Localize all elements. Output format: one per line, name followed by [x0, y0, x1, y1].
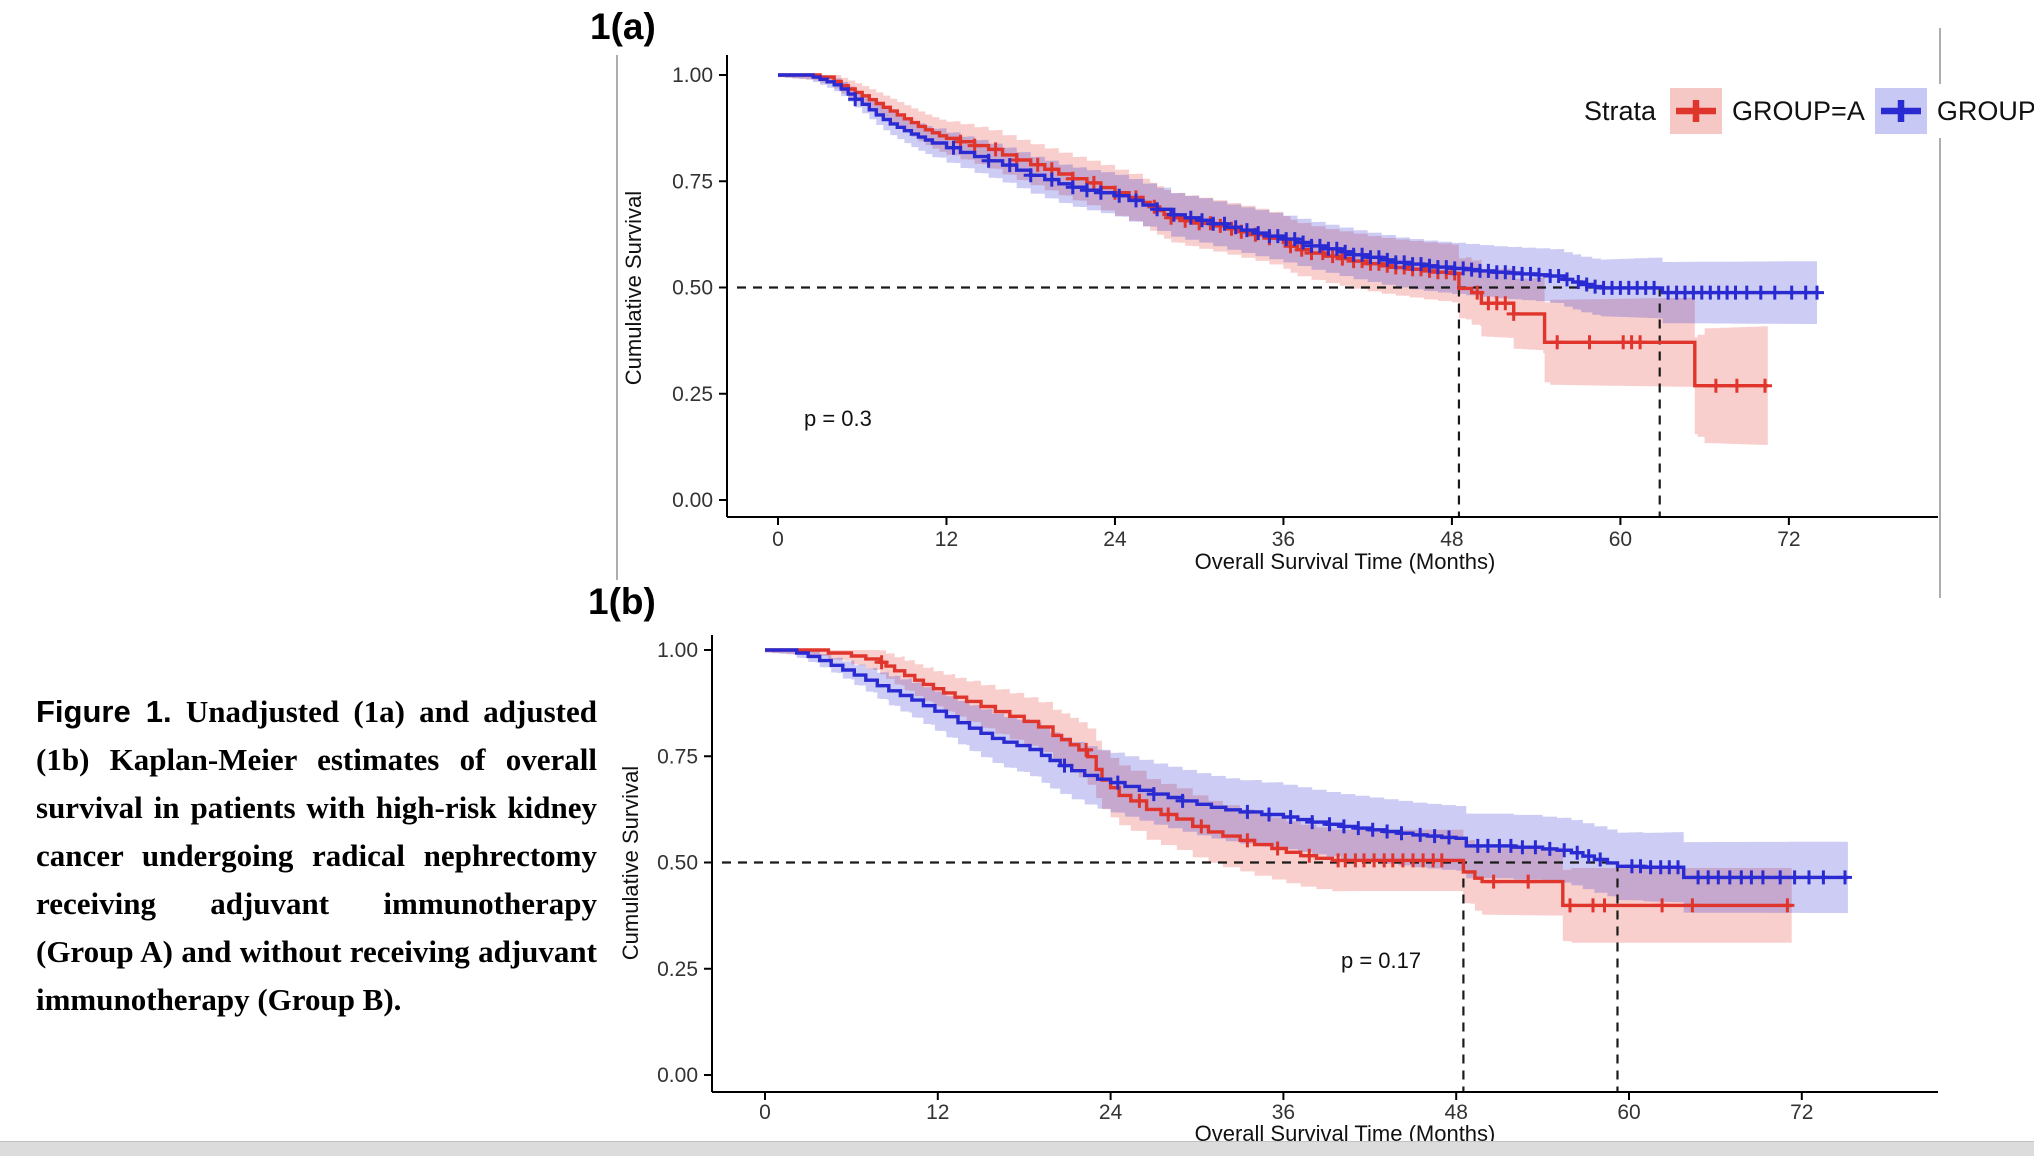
x-tick-label: 72 — [1777, 528, 1800, 551]
x-tick-label: 48 — [1440, 528, 1463, 551]
legend-title: Strata — [1584, 95, 1657, 126]
x-tick-label: 36 — [1272, 1101, 1295, 1124]
x-tick-label: 60 — [1609, 528, 1632, 551]
right-border-line — [1939, 28, 1941, 598]
panel-1(a): 0.00 0.25 0.50 0.75 1.00 0 12 24 36 48 60 72 — [672, 55, 1938, 551]
censor-marks-GROUP=A — [874, 655, 1795, 913]
y-tick-label: 0.00 — [672, 489, 713, 512]
censor-marks-GROUP=B — [1057, 758, 1852, 885]
y-tick-label: 0.75 — [657, 745, 698, 768]
legend-label-group-b: GROUP=B — [1936, 95, 2034, 126]
panel-1a-y-axis-title: Cumulative Survival — [621, 190, 646, 386]
censor-marks-GROUP=B — [848, 92, 1824, 300]
x-tick-label: 36 — [1272, 528, 1295, 551]
panel-1a-x-axis-title: Overall Survival Time (Months) — [1194, 549, 1496, 574]
x-tick-label: 60 — [1617, 1101, 1640, 1124]
panel-1b-y-axis-title: Cumulative Survival — [618, 765, 643, 961]
x-tick-label: 24 — [1099, 1101, 1123, 1124]
horizontal-scrollbar-track[interactable] — [0, 1141, 2034, 1156]
figure-caption-lead: Figure 1. — [36, 694, 172, 729]
y-tick-label: 0.25 — [657, 958, 698, 981]
y-tick-label: 1.00 — [672, 64, 713, 87]
panel-1b-title: 1(b) — [588, 581, 656, 622]
ci-band-GROUP=A — [765, 650, 1792, 943]
y-tick-label: 0.50 — [657, 852, 698, 875]
group-b-key-icon — [1874, 88, 1927, 134]
panel-1a-p-value: p = 0.3 — [804, 406, 872, 431]
panel-1(b): 0.00 0.25 0.50 0.75 1.00 0 12 24 36 48 60 72 — [657, 635, 1938, 1124]
panel-1b-p-value: p = 0.17 — [1341, 948, 1422, 973]
x-tick-label: 48 — [1445, 1101, 1468, 1124]
ci-band-GROUP=A — [778, 75, 1768, 446]
group-a-key-icon — [1670, 88, 1723, 134]
y-tick-label: 0.50 — [672, 277, 713, 300]
strata-legend: Strata GROUP=A GROUP=B — [1578, 84, 2034, 138]
x-tick-label: 72 — [1790, 1101, 1813, 1124]
figure-caption: Figure 1. Unadjusted (1a) and adjusted (… — [36, 688, 597, 1024]
legend-label-group-a: GROUP=A — [1732, 95, 1865, 126]
y-tick-label: 0.25 — [672, 383, 713, 406]
x-tick-label: 12 — [926, 1101, 949, 1124]
x-tick-label: 0 — [759, 1101, 771, 1124]
x-tick-label: 0 — [772, 528, 784, 551]
ci-band-GROUP=B — [778, 75, 1817, 325]
panel-1a-title: 1(a) — [590, 6, 656, 47]
left-border-line — [616, 55, 618, 580]
y-tick-label: 0.00 — [657, 1064, 698, 1087]
figure-caption-body: Unadjusted (1a) and adjusted (1b) Kaplan… — [36, 694, 597, 1017]
y-tick-label: 1.00 — [657, 639, 698, 662]
y-tick-label: 0.75 — [672, 170, 713, 193]
x-tick-label: 12 — [935, 528, 958, 551]
x-tick-label: 24 — [1103, 528, 1127, 551]
